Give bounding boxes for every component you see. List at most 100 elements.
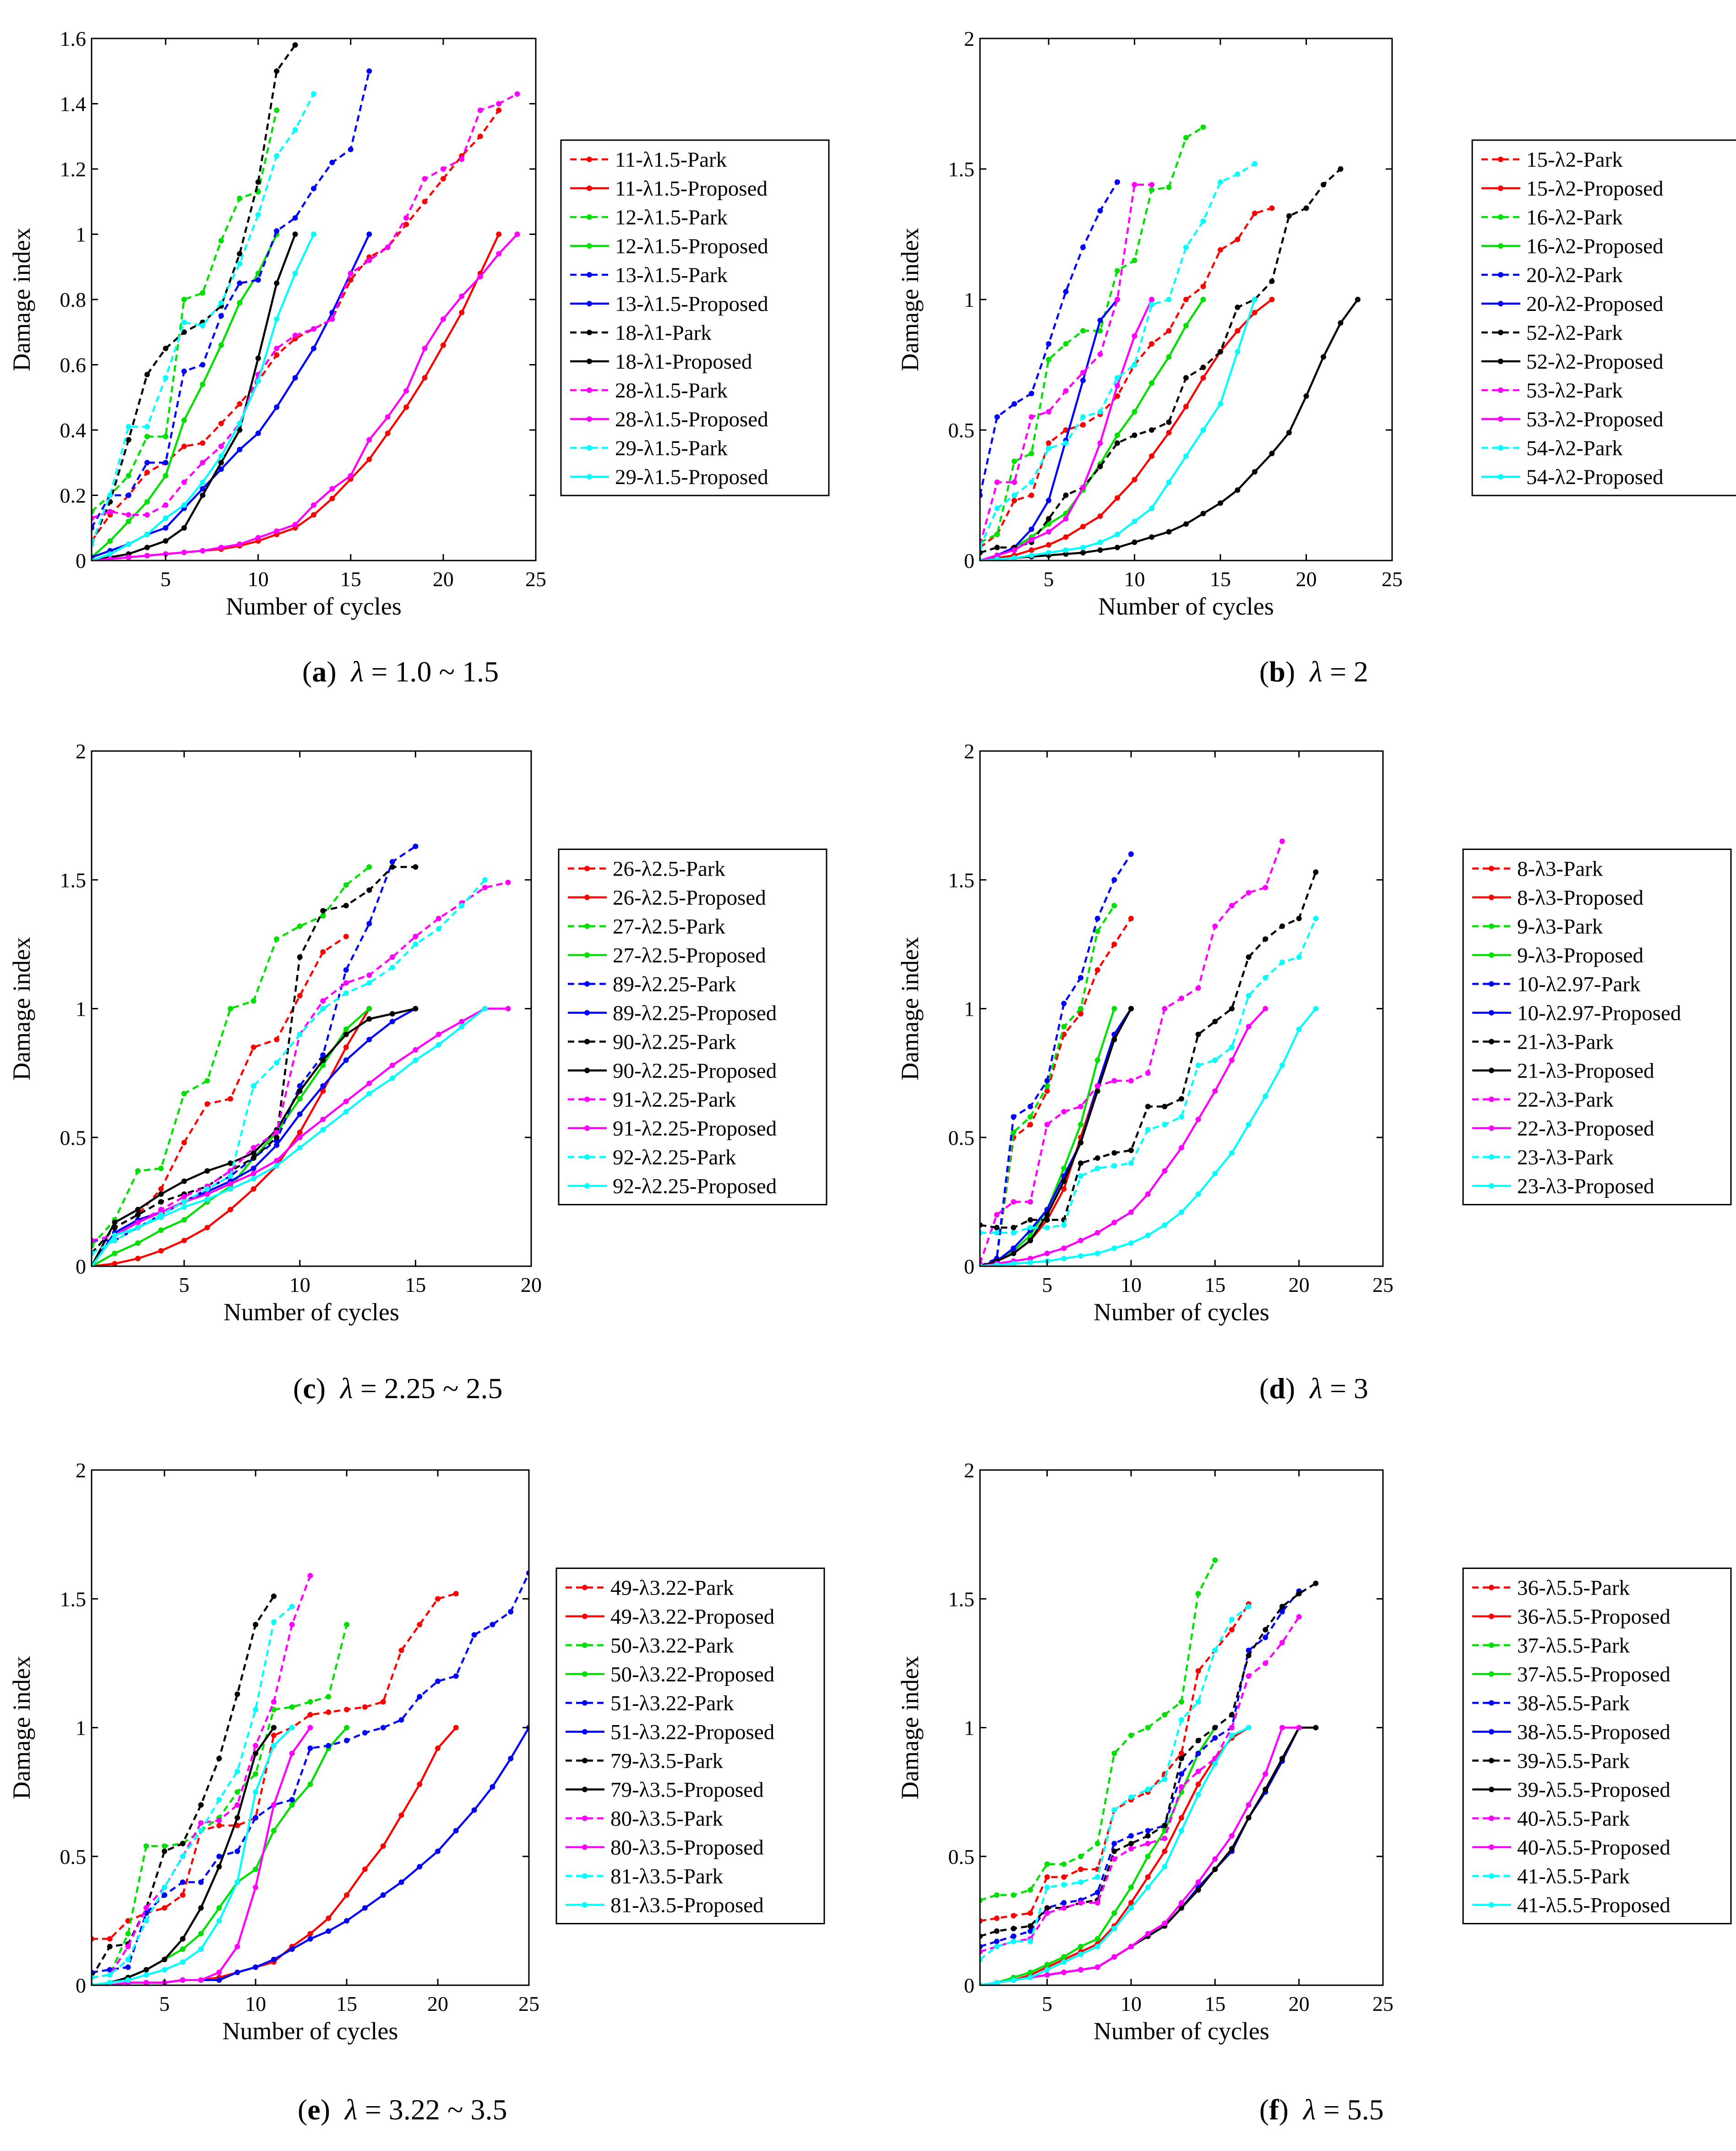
data-point-b-8-2: [1012, 479, 1017, 485]
data-point-c-1-3: [158, 1248, 164, 1254]
data-point-f-8-17: [1263, 1660, 1268, 1666]
legend-marker-c-7: [584, 1067, 590, 1073]
data-point-c-8-11: [343, 980, 349, 986]
data-point-b-1-17: [1269, 297, 1275, 302]
legend-label-e-5: 51-λ3.22-Proposed: [610, 1721, 774, 1744]
data-point-c-5-13: [389, 1018, 395, 1024]
data-point-b-10-10: [1149, 302, 1154, 308]
caption-e-text: = 3.22 ~ 3.5: [357, 2093, 507, 2126]
data-point-e-5-11: [289, 1946, 295, 1952]
data-point-d-4-8: [1111, 877, 1117, 883]
data-point-d-11-10: [1145, 1232, 1151, 1238]
data-point-d-10-6: [1078, 1173, 1083, 1179]
x-tick-label-f-3: 20: [1289, 1992, 1310, 2015]
data-point-d-4-3: [1028, 1104, 1033, 1110]
data-point-c-9-18: [505, 1006, 511, 1012]
chart-a: 5 10 15 20 25 0 0.2 0.4 0.6 0.8 1 1.2 1.4 1.6 Number o…: [8, 27, 830, 620]
data-point-c-6-7: [250, 1155, 256, 1161]
data-point-e-11-2: [125, 1977, 131, 1983]
y-axis-label-d: Damage index: [896, 937, 924, 1080]
legend-marker-b-4: [1498, 272, 1503, 278]
data-point-f-0-3: [1028, 1910, 1033, 1916]
data-point-d-2-8: [1111, 903, 1117, 909]
data-point-c-2-7: [250, 998, 256, 1004]
y-tick-label-a-4: 0.8: [60, 288, 87, 311]
data-point-d-6-3: [1028, 1217, 1033, 1223]
data-point-f-7-16: [1246, 1815, 1252, 1821]
data-point-e-5-19: [435, 1848, 441, 1854]
data-point-c-2-3: [158, 1165, 164, 1171]
data-point-d-8-18: [1279, 838, 1285, 844]
legend-marker-a-9: [587, 416, 592, 422]
data-point-a-4-5: [181, 368, 187, 374]
data-point-e-7-9: [253, 1750, 259, 1756]
legend-marker-d-10: [1489, 1154, 1494, 1160]
data-point-c-0-11: [343, 934, 349, 939]
legend-marker-e-9: [582, 1844, 588, 1850]
legend-marker-d-9: [1489, 1125, 1494, 1131]
panel-e: 5 10 15 20 25 0 0.5 1 1.5 2 Number of cycles Damage…: [0, 1433, 868, 2150]
series-line-a-8: [92, 93, 518, 519]
data-point-f-0-6: [1078, 1866, 1083, 1872]
data-point-b-0-10: [1149, 341, 1154, 347]
data-point-f-4-7: [1094, 1890, 1100, 1895]
data-point-d-8-11: [1162, 1006, 1168, 1012]
data-point-a-8-18: [422, 176, 428, 182]
data-point-d-0-3: [1028, 1122, 1033, 1127]
legend-marker-e-6: [582, 1758, 588, 1764]
data-point-e-5-15: [362, 1905, 368, 1911]
data-point-c-7-2: [135, 1207, 141, 1213]
data-point-e-8-8: [234, 1802, 240, 1808]
caption-e-lambda: λ: [345, 2093, 358, 2126]
x-tick-label-e-3: 20: [427, 1992, 448, 2015]
legend-marker-a-0: [587, 157, 592, 162]
caption-f-text: = 5.5: [1316, 2093, 1384, 2126]
data-point-a-6-3: [144, 371, 150, 377]
data-point-f-11-1: [994, 1980, 1000, 1985]
data-point-b-5-6: [1080, 377, 1086, 383]
data-point-f-9-13: [1195, 1879, 1201, 1885]
data-point-b-8-3: [1029, 414, 1034, 420]
legend-marker-c-6: [584, 1039, 590, 1045]
series-line-f-2: [980, 1559, 1216, 1901]
data-point-a-1-16: [385, 430, 391, 436]
y-axis-label-c: Damage index: [8, 937, 35, 1080]
data-point-c-10-11: [343, 990, 349, 996]
legend-marker-e-10: [582, 1873, 588, 1879]
data-point-c-11-4: [181, 1204, 187, 1210]
data-point-b-1-7: [1097, 513, 1103, 519]
data-point-c-7-5: [204, 1168, 210, 1174]
data-point-d-6-20: [1313, 869, 1319, 875]
data-point-d-10-5: [1061, 1222, 1067, 1228]
data-point-b-2-5: [1063, 341, 1069, 347]
data-point-a-4-13: [329, 159, 335, 165]
legend-marker-a-5: [587, 301, 592, 306]
data-point-a-10-6: [200, 323, 206, 328]
legend-label-a-4: 13-λ1.5-Park: [615, 263, 728, 287]
data-point-c-7-1: [112, 1220, 118, 1225]
data-point-d-10-15: [1229, 1044, 1235, 1050]
caption-d-letter: d: [1269, 1372, 1285, 1405]
legend-label-d-4: 10-λ2.97-Park: [1517, 973, 1641, 997]
data-point-f-6-4: [1044, 1905, 1050, 1911]
data-point-b-2-10: [1149, 187, 1154, 193]
data-point-d-9-17: [1263, 1006, 1268, 1012]
series-line-e-10: [92, 1606, 293, 1979]
series-line-b-6: [980, 168, 1342, 554]
data-point-a-10-12: [311, 91, 316, 97]
data-point-e-9-11: [289, 1750, 295, 1756]
data-point-a-5-15: [366, 231, 372, 237]
data-point-e-3-6: [198, 1931, 204, 1937]
data-point-d-8-6: [1078, 1104, 1083, 1110]
data-point-d-0-6: [1078, 1011, 1083, 1017]
legend-a: [560, 139, 830, 496]
data-point-c-1-4: [181, 1237, 187, 1243]
data-point-d-2-3: [1028, 1114, 1033, 1120]
data-point-f-11-15: [1229, 1732, 1235, 1738]
data-point-f-4-14: [1212, 1735, 1218, 1741]
caption-e: (e) λ = 3.22 ~ 3.5: [298, 2093, 507, 2126]
data-point-d-7-9: [1128, 1006, 1134, 1012]
legend-label-e-7: 79-λ3.5-Proposed: [610, 1778, 764, 1802]
data-point-a-0-8: [237, 401, 243, 407]
data-point-e-5-10: [271, 1956, 277, 1962]
